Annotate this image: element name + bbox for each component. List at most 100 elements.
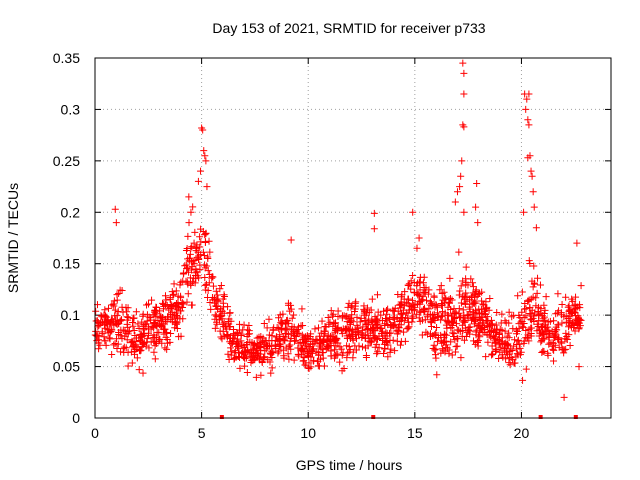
data-point: [131, 350, 139, 358]
data-point: [226, 309, 234, 317]
data-point: [525, 257, 533, 265]
data-point: [159, 313, 167, 321]
data-point: [93, 337, 101, 345]
data-point: [143, 335, 151, 343]
data-point: [187, 208, 195, 216]
data-point: [268, 354, 276, 362]
data-point: [285, 342, 293, 350]
data-point: [285, 355, 293, 363]
data-point: [443, 311, 451, 319]
data-point: [408, 296, 416, 304]
data-point: [186, 250, 194, 258]
data-point: [422, 284, 430, 292]
data-point: [523, 95, 531, 103]
data-point: [353, 313, 361, 321]
data-point: [539, 347, 547, 355]
data-point: [397, 298, 405, 306]
data-point: [373, 318, 381, 326]
data-point: [224, 350, 232, 358]
data-point: [419, 279, 427, 287]
data-point: [576, 315, 584, 323]
data-point: [413, 282, 421, 290]
data-point: [416, 300, 424, 308]
data-point: [502, 355, 510, 363]
data-point: [436, 286, 444, 294]
data-point: [415, 234, 423, 242]
data-point: [201, 231, 209, 239]
data-point: [97, 312, 105, 320]
data-point: [301, 335, 309, 343]
data-point: [321, 322, 329, 330]
data-point: [240, 321, 248, 329]
data-point: [494, 336, 502, 344]
data-point: [380, 349, 388, 357]
data-point: [124, 348, 132, 356]
data-point: [425, 305, 433, 313]
data-point: [351, 302, 359, 310]
data-point: [197, 167, 205, 175]
data-point: [443, 331, 451, 339]
data-point: [220, 319, 228, 327]
data-point: [429, 344, 437, 352]
data-point: [361, 317, 369, 325]
data-point: [135, 366, 143, 374]
data-point: [426, 310, 434, 318]
data-point: [501, 327, 509, 335]
data-point: [113, 345, 121, 353]
data-point: [351, 342, 359, 350]
data-point: [511, 359, 519, 367]
data-point: [189, 258, 197, 266]
data-point: [284, 350, 292, 358]
data-point: [525, 121, 533, 129]
data-point: [457, 354, 465, 362]
data-point: [287, 236, 295, 244]
data-point: [353, 328, 361, 336]
data-point: [234, 338, 242, 346]
data-point: [459, 306, 467, 314]
data-point: [493, 309, 501, 317]
data-point: [152, 333, 160, 341]
data-point: [512, 345, 520, 353]
data-point: [145, 325, 153, 333]
data-point: [460, 69, 468, 77]
data-point: [373, 350, 381, 358]
data-point: [455, 314, 463, 322]
data-point: [421, 308, 429, 316]
data-point: [522, 326, 530, 334]
data-point: [101, 337, 109, 345]
data-point: [519, 376, 527, 384]
data-point: [371, 334, 379, 342]
data-point: [400, 306, 408, 314]
data-point: [456, 183, 464, 191]
data-point: [541, 321, 549, 329]
data-point: [219, 327, 227, 335]
data-point: [427, 299, 435, 307]
data-point: [263, 341, 271, 349]
data-point: [203, 183, 211, 191]
data-point: [171, 324, 179, 332]
data-point: [189, 203, 197, 211]
data-point: [128, 359, 136, 367]
data-point: [138, 333, 146, 341]
data-point: [101, 313, 109, 321]
data-point: [220, 293, 228, 301]
x-tick-label: 0: [91, 425, 99, 441]
data-point: [368, 325, 376, 333]
data-point: [461, 318, 469, 326]
data-point: [217, 312, 225, 320]
data-point: [504, 342, 512, 350]
data-point: [514, 292, 522, 300]
data-point: [386, 337, 394, 345]
data-point: [460, 90, 468, 98]
data-point: [568, 319, 576, 327]
data-point: [567, 323, 575, 331]
data-point: [422, 328, 430, 336]
data-point: [453, 188, 461, 196]
data-point: [299, 357, 307, 365]
data-point: [416, 273, 424, 281]
data-point: [516, 344, 524, 352]
data-point: [159, 325, 167, 333]
data-point: [286, 341, 294, 349]
data-point: [257, 371, 265, 379]
